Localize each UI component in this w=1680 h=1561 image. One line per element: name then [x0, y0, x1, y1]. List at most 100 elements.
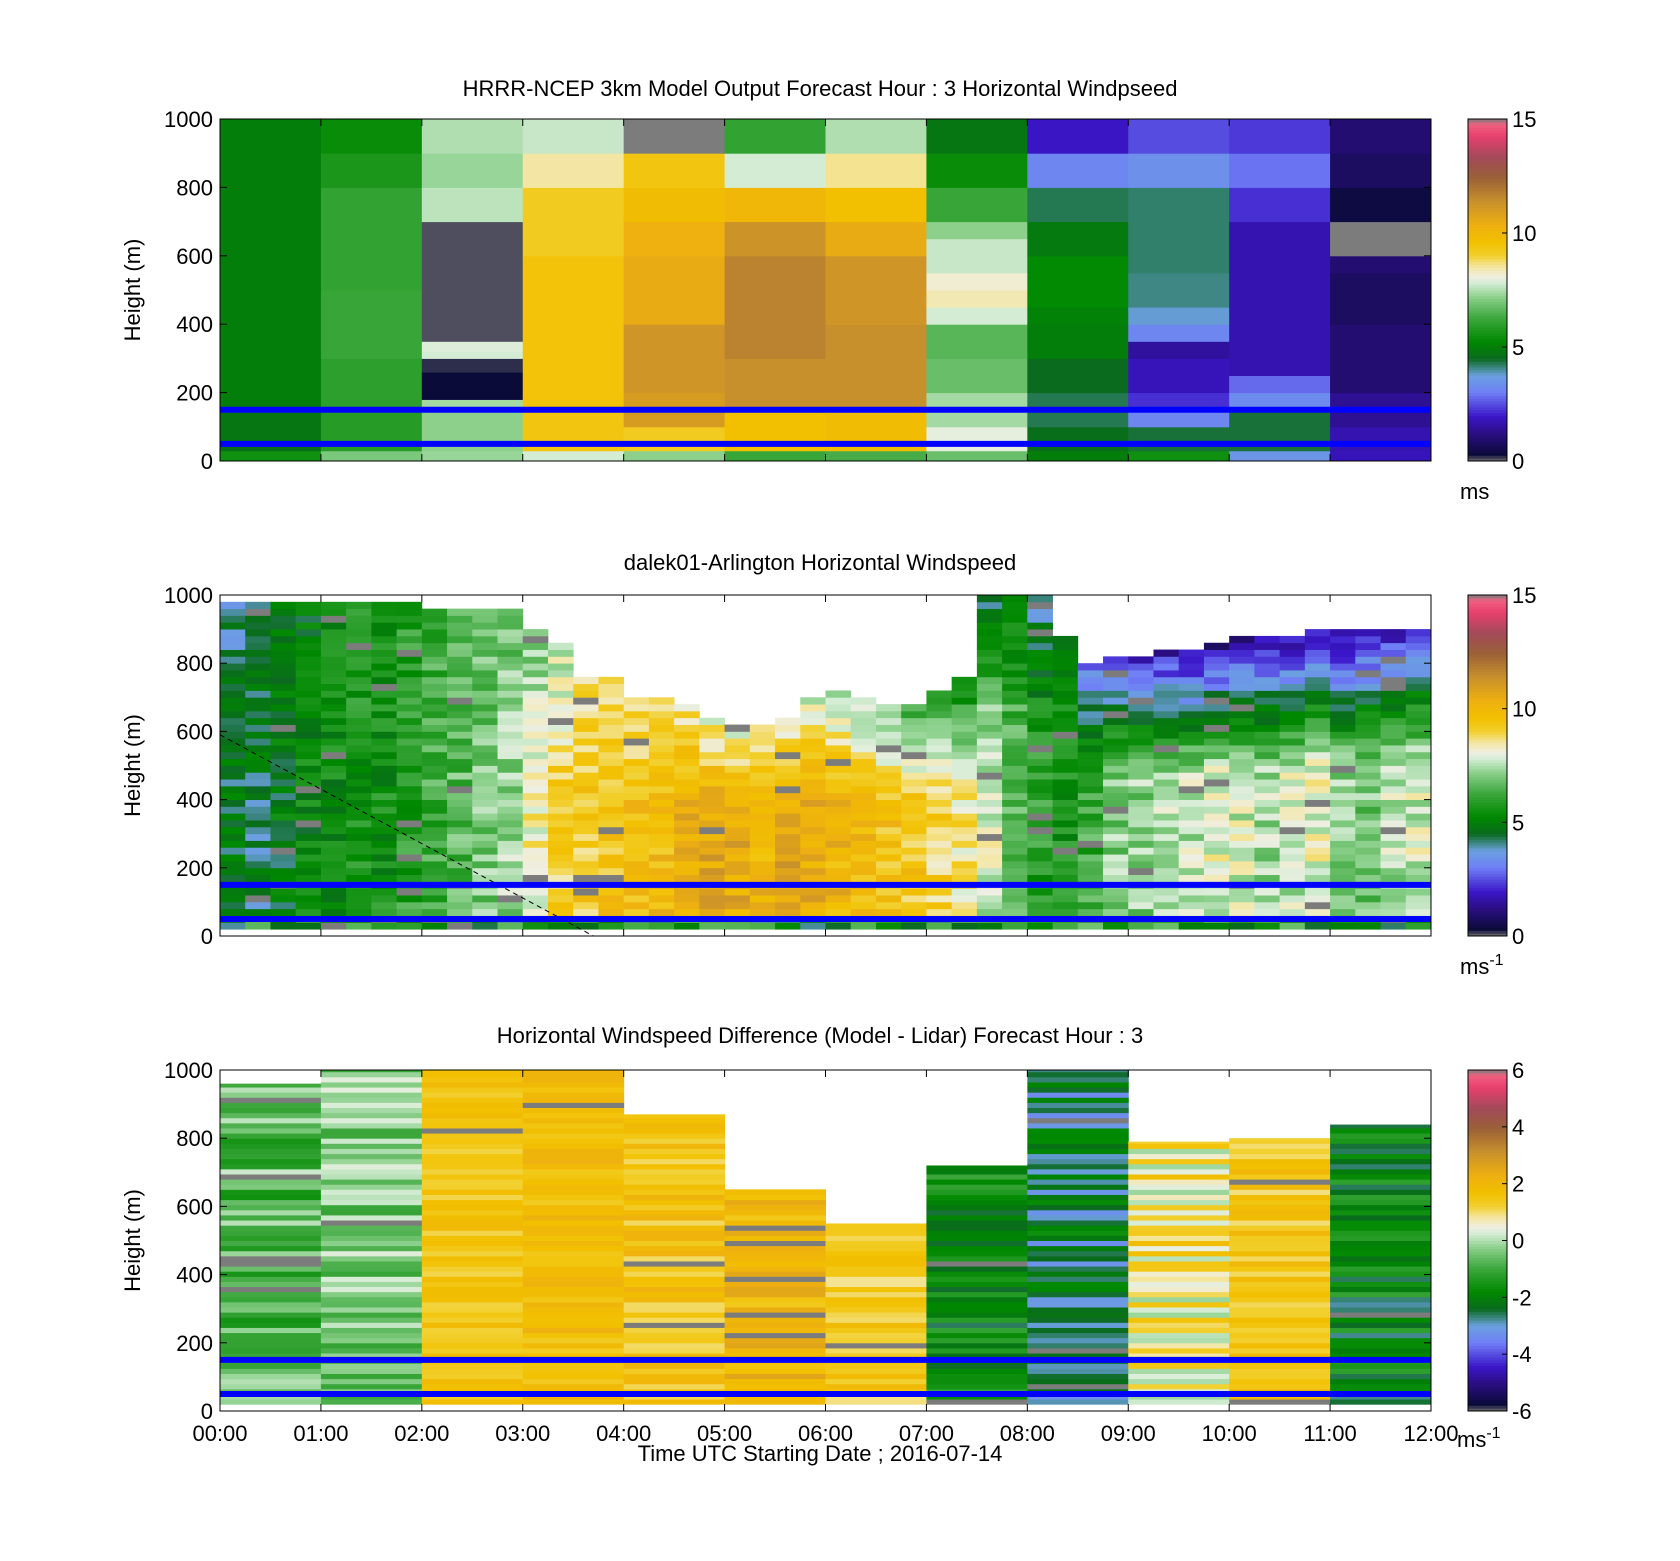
heatmap-cell	[1052, 792, 1079, 800]
heatmap-cell	[1153, 854, 1180, 862]
heatmap-cell	[775, 738, 801, 746]
heatmap-cell	[1027, 738, 1053, 746]
heatmap-cell	[1002, 663, 1028, 671]
heatmap-cell	[270, 901, 297, 910]
heatmap-cell	[547, 690, 574, 698]
heatmap-cell	[623, 1163, 726, 1170]
heatmap-cell	[1128, 1378, 1230, 1385]
heatmap-cell	[901, 785, 927, 794]
heatmap-cell	[220, 1235, 322, 1241]
colorbar-cell	[1468, 421, 1507, 425]
heatmap-cell	[1405, 895, 1432, 903]
heatmap-cell	[1153, 847, 1180, 855]
heatmap-cell	[447, 785, 473, 794]
heatmap-cell	[522, 1383, 625, 1390]
heatmap-cell	[926, 1260, 1028, 1267]
heatmap-cell	[1380, 751, 1407, 760]
heatmap-cell	[1304, 779, 1331, 787]
heatmap-cell	[724, 1209, 826, 1216]
heatmap-cell	[926, 119, 1028, 154]
heatmap-cell	[926, 238, 1028, 274]
colorbar-cell	[1468, 307, 1507, 311]
heatmap-cell	[623, 785, 650, 794]
heatmap-cell	[951, 840, 978, 848]
colorbar-cell	[1468, 1192, 1507, 1196]
heatmap-cell	[245, 765, 271, 773]
heatmap-cell	[1254, 847, 1281, 855]
heatmap-cell	[220, 1117, 322, 1124]
reference-lines	[220, 1356, 1431, 1397]
heatmap-cell	[1128, 153, 1230, 188]
heatmap-cell	[875, 908, 902, 916]
heatmap-cell	[850, 717, 877, 725]
colorbar-cell	[1468, 612, 1507, 616]
heatmap-cell	[522, 1199, 625, 1206]
heatmap-cell	[648, 697, 675, 705]
heatmap-cell	[1203, 663, 1230, 671]
heatmap-cell	[1229, 1158, 1331, 1165]
colorbar-cell	[1468, 181, 1507, 186]
heatmap-cell	[699, 867, 725, 876]
heatmap-cell	[245, 663, 271, 671]
heatmap-cell	[270, 840, 297, 848]
colorbar-cell	[1468, 1200, 1507, 1205]
heatmap-cell	[623, 1255, 726, 1262]
heatmap-cell	[1330, 1317, 1432, 1323]
heatmap-cell	[1229, 1163, 1331, 1170]
heatmap-cell	[396, 745, 423, 753]
colorbar-tick-label: 15	[1512, 107, 1536, 132]
heatmap-cell	[547, 772, 574, 780]
heatmap-cell	[346, 895, 372, 903]
heatmap-cell	[522, 1087, 625, 1093]
heatmap-cell	[598, 765, 625, 773]
heatmap-cell	[573, 860, 599, 869]
heatmap-cell	[1027, 676, 1053, 685]
heatmap-cell	[1077, 779, 1104, 787]
heatmap-cell	[1330, 860, 1356, 869]
colorbar-cell	[1468, 1314, 1507, 1318]
heatmap-cell	[270, 608, 297, 616]
heatmap-cell	[220, 908, 246, 916]
heatmap-cell	[320, 1368, 423, 1374]
heatmap-cell	[220, 1296, 322, 1303]
heatmap-cell	[421, 724, 448, 732]
heatmap-cell	[320, 1153, 423, 1160]
heatmap-cell	[320, 683, 347, 691]
heatmap-cell	[1027, 656, 1053, 664]
colorbar-cell	[1468, 312, 1507, 317]
heatmap-cell	[1027, 1153, 1129, 1160]
heatmap-cell	[295, 840, 322, 848]
heatmap-cell	[472, 765, 498, 773]
heatmap-cell	[245, 908, 271, 916]
heatmap-cell	[295, 676, 322, 685]
heatmap-cell	[371, 601, 398, 610]
heatmap-cell	[1153, 745, 1180, 753]
heatmap-cell	[724, 1204, 826, 1211]
colorbar-cell	[1468, 660, 1507, 664]
heatmap-cell	[951, 765, 978, 773]
heatmap-cell	[1002, 901, 1028, 910]
heatmap-cell	[1330, 908, 1356, 916]
heatmap-cell	[421, 1296, 524, 1303]
heatmap-cell	[547, 758, 574, 766]
heatmap-cell	[674, 717, 700, 725]
colorbar-cell	[1468, 230, 1507, 234]
heatmap-cell	[875, 772, 902, 780]
heatmap-cell	[245, 622, 271, 630]
heatmap-cell	[1254, 751, 1281, 760]
heatmap-cell	[522, 1081, 625, 1088]
heatmap-cell	[699, 833, 725, 841]
colorbar-cell	[1468, 924, 1507, 928]
heatmap-cell	[623, 888, 650, 896]
heatmap-cell	[825, 820, 852, 828]
heatmap-cell	[926, 187, 1028, 223]
heatmap-cell	[522, 806, 549, 814]
heatmap-cell	[1002, 854, 1028, 862]
heatmap-cell	[724, 1235, 826, 1241]
heatmap-cell	[1279, 860, 1306, 869]
heatmap-cell	[1330, 670, 1356, 678]
heatmap-cell	[623, 1174, 726, 1180]
heatmap-cell	[976, 738, 1003, 746]
heatmap-cell	[1229, 1368, 1331, 1374]
heatmap-cell	[220, 745, 246, 753]
